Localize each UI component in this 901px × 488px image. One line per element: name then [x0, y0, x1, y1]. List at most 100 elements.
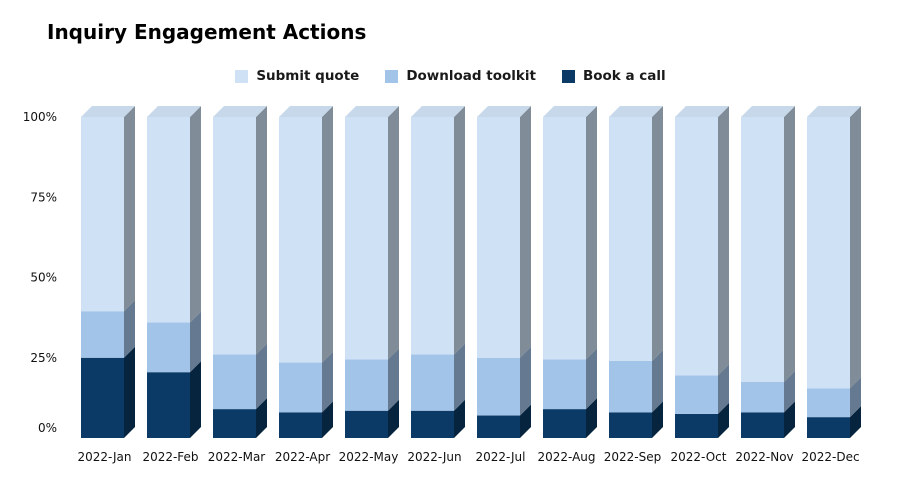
bar-book-a-call-2022-oct-side: [718, 402, 729, 438]
bar-submit-quote-2022-aug-side: [586, 106, 597, 360]
bar-book-a-call-2022-jan-side: [124, 346, 135, 438]
bar-submit-quote-2022-may-top: [345, 106, 399, 117]
bar-book-a-call-2022-dec[interactable]: [807, 417, 850, 438]
bar-download-toolkit-2022-jul[interactable]: [477, 357, 520, 416]
y-tick-label: 100%: [23, 110, 57, 124]
bar-submit-quote-2022-jun[interactable]: [411, 117, 454, 355]
bar-book-a-call-2022-jul[interactable]: [477, 415, 520, 438]
bar-download-toolkit-2022-jul-side: [520, 346, 531, 416]
bar-download-toolkit-2022-may[interactable]: [345, 359, 388, 411]
bar-submit-quote-2022-dec-side: [850, 106, 861, 389]
bar-book-a-call-2022-dec-side: [850, 406, 861, 438]
bar-download-toolkit-2022-jun-side: [454, 343, 465, 411]
chart-title: Inquiry Engagement Actions: [47, 20, 367, 44]
bar-submit-quote-2022-apr-side: [322, 106, 333, 363]
bar-book-a-call-2022-jun-side: [454, 399, 465, 438]
bar-download-toolkit-2022-aug[interactable]: [543, 359, 586, 410]
bar-submit-quote-2022-aug-top: [543, 106, 597, 117]
bar-book-a-call-2022-oct[interactable]: [675, 413, 718, 438]
legend: Submit quote Download toolkit Book a cal…: [0, 66, 901, 86]
bar-submit-quote-2022-dec[interactable]: [807, 117, 850, 389]
x-tick-label: 2022-Aug: [537, 450, 595, 464]
bar-submit-quote-2022-mar[interactable]: [213, 117, 256, 355]
bar-download-toolkit-2022-feb-side: [190, 311, 201, 373]
bar-submit-quote-2022-sep[interactable]: [609, 117, 652, 361]
legend-label-download-toolkit: Download toolkit: [406, 68, 536, 84]
bar-submit-quote-2022-jan[interactable]: [81, 117, 124, 312]
bar-submit-quote-2022-jun-side: [454, 106, 465, 355]
bar-submit-quote-2022-nov-top: [741, 106, 795, 117]
bar-submit-quote-2022-may[interactable]: [345, 117, 388, 360]
bar-submit-quote-2022-aug[interactable]: [543, 117, 586, 360]
bar-book-a-call-2022-mar-side: [256, 398, 267, 438]
y-tick-label: 25%: [30, 351, 57, 365]
bar-book-a-call-2022-apr[interactable]: [279, 412, 322, 438]
bar-submit-quote-2022-oct[interactable]: [675, 117, 718, 376]
bar-submit-quote-2022-jan-side: [124, 106, 135, 312]
bar-submit-quote-2022-sep-top: [609, 106, 663, 117]
legend-item-submit-quote[interactable]: Submit quote: [235, 68, 359, 84]
bar-download-toolkit-2022-nov-side: [784, 370, 795, 413]
bar-download-toolkit-2022-feb[interactable]: [147, 322, 190, 373]
legend-item-book-a-call[interactable]: Book a call: [561, 68, 666, 84]
legend-swatch-download-toolkit: [385, 69, 399, 83]
bar-download-toolkit-2022-oct[interactable]: [675, 375, 718, 414]
x-tick-label: 2022-May: [339, 450, 399, 464]
bar-submit-quote-2022-nov[interactable]: [741, 117, 784, 382]
bar-book-a-call-2022-sep[interactable]: [609, 412, 652, 438]
x-tick-label: 2022-Dec: [801, 450, 859, 464]
bar-book-a-call-2022-apr-side: [322, 401, 333, 438]
bar-submit-quote-2022-apr-top: [279, 106, 333, 117]
bar-book-a-call-2022-jan[interactable]: [81, 357, 124, 438]
x-tick-label: 2022-Jan: [77, 450, 131, 464]
bar-submit-quote-2022-dec-top: [807, 106, 861, 117]
bar-download-toolkit-2022-apr[interactable]: [279, 362, 322, 413]
bar-download-toolkit-2022-sep[interactable]: [609, 360, 652, 413]
bar-book-a-call-2022-sep-side: [652, 401, 663, 438]
bar-download-toolkit-2022-oct-side: [718, 364, 729, 414]
y-tick-label: 0%: [38, 421, 57, 435]
bar-submit-quote-2022-may-side: [388, 106, 399, 360]
x-tick-label: 2022-Jun: [407, 450, 461, 464]
y-tick-label: 75%: [30, 190, 57, 204]
bar-submit-quote-2022-jan-top: [81, 106, 135, 117]
bar-book-a-call-2022-feb[interactable]: [147, 372, 190, 438]
bar-submit-quote-2022-apr[interactable]: [279, 117, 322, 363]
bar-submit-quote-2022-oct-side: [718, 106, 729, 376]
bar-download-toolkit-2022-sep-side: [652, 349, 663, 413]
x-tick-label: 2022-Oct: [671, 450, 727, 464]
bar-submit-quote-2022-jul-top: [477, 106, 531, 117]
bar-submit-quote-2022-feb-top: [147, 106, 201, 117]
bar-download-toolkit-2022-mar-side: [256, 343, 267, 410]
bar-book-a-call-2022-jun[interactable]: [411, 410, 454, 438]
bar-submit-quote-2022-feb[interactable]: [147, 117, 190, 323]
legend-label-submit-quote: Submit quote: [256, 68, 360, 84]
bar-download-toolkit-2022-may-side: [388, 348, 399, 411]
bar-book-a-call-2022-aug-side: [586, 398, 597, 438]
x-tick-label: 2022-Feb: [142, 450, 198, 464]
bar-download-toolkit-2022-mar[interactable]: [213, 354, 256, 410]
legend-item-download-toolkit[interactable]: Download toolkit: [385, 68, 536, 84]
bar-download-toolkit-2022-nov[interactable]: [741, 381, 784, 413]
bar-download-toolkit-2022-jun[interactable]: [411, 354, 454, 411]
bar-submit-quote-2022-jul[interactable]: [477, 117, 520, 358]
bar-book-a-call-2022-aug[interactable]: [543, 409, 586, 438]
y-tick-label: 50%: [30, 271, 57, 285]
legend-label-book-a-call: Book a call: [582, 68, 666, 84]
bar-download-toolkit-2022-dec[interactable]: [807, 388, 850, 418]
bar-submit-quote-2022-jul-side: [520, 106, 531, 358]
x-tick-label: 2022-Apr: [275, 450, 330, 464]
legend-swatch-book-a-call: [561, 69, 575, 83]
bar-book-a-call-2022-nov[interactable]: [741, 412, 784, 438]
bar-submit-quote-2022-sep-side: [652, 106, 663, 361]
bar-book-a-call-2022-mar[interactable]: [213, 409, 256, 438]
bar-download-toolkit-2022-aug-side: [586, 348, 597, 410]
x-tick-label: 2022-Mar: [208, 450, 266, 464]
bar-book-a-call-2022-jul-side: [520, 404, 531, 438]
bar-download-toolkit-2022-jan[interactable]: [81, 311, 124, 358]
bar-book-a-call-2022-may[interactable]: [345, 410, 388, 438]
bar-submit-quote-2022-oct-top: [675, 106, 729, 117]
bar-submit-quote-2022-mar-top: [213, 106, 267, 117]
legend-swatch-submit-quote: [235, 69, 249, 83]
